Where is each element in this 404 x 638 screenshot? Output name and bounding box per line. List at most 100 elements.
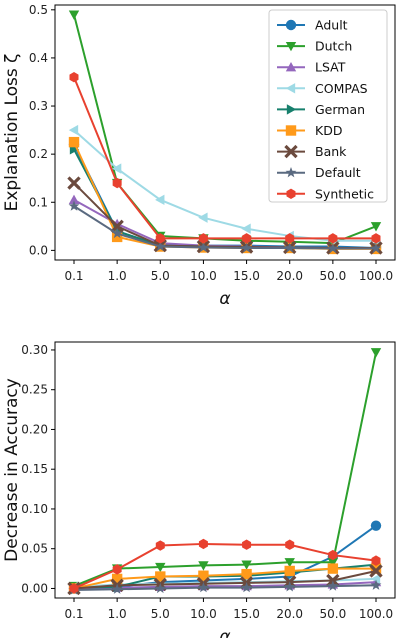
data-point <box>154 582 166 594</box>
data-point <box>155 571 166 582</box>
legend-label: Dutch <box>315 39 352 54</box>
data-point <box>69 71 79 83</box>
series-line <box>73 205 376 250</box>
legend-entry: KDD <box>277 123 342 138</box>
data-point <box>327 242 339 254</box>
data-point <box>371 233 381 244</box>
legend-label: COMPAS <box>315 81 368 96</box>
legend-marker <box>286 104 297 115</box>
series-line <box>73 129 376 242</box>
x-tick-label: 1.0 <box>108 607 127 621</box>
legend-label: KDD <box>315 123 342 138</box>
data-point <box>197 581 209 593</box>
data-point <box>284 558 295 568</box>
data-point <box>369 564 383 578</box>
data-point <box>370 348 382 358</box>
legend-entry: Bank <box>277 144 347 159</box>
accuracy-decrease-chart: 0.00 0.05 0.10 0.15 0.20 0.25 0.30 0.1 1.0 5.0 10.… <box>2 341 396 638</box>
legend-label: Synthetic <box>315 186 374 201</box>
x-tick-label: 10.0 <box>190 607 217 621</box>
x-tick-label: 0.1 <box>64 607 83 621</box>
x-axis-title: α <box>219 627 230 638</box>
x-tick-label: 5.0 <box>151 269 170 283</box>
data-point <box>284 242 296 253</box>
plot-frame <box>54 4 396 261</box>
legend-label: German <box>315 102 365 117</box>
y-tick-label: 0.20 <box>21 422 48 436</box>
y-tick-label: 0.1 <box>29 195 48 209</box>
legend-marker <box>284 144 298 159</box>
legend-label: Default <box>315 165 361 180</box>
data-point <box>198 233 208 244</box>
data-point <box>68 10 80 20</box>
legend-entry: German <box>277 102 365 117</box>
data-point <box>155 540 165 551</box>
data-point <box>327 580 339 591</box>
x-tick-label: 0.1 <box>64 269 83 283</box>
x-tick-label: 100.0 <box>359 269 393 283</box>
series-line <box>73 542 377 590</box>
series-line <box>73 584 377 592</box>
series-line <box>73 352 377 588</box>
data-point <box>327 563 339 574</box>
x-tick-label: 100.0 <box>359 607 393 621</box>
y-tick-label: 0.10 <box>21 502 48 516</box>
data-point <box>68 136 80 148</box>
data-point <box>284 565 295 577</box>
data-point <box>371 555 381 566</box>
data-point <box>154 240 166 252</box>
legend-entry: LSAT <box>277 60 346 75</box>
data-point <box>241 568 252 580</box>
legend-marker <box>286 188 296 199</box>
data-point <box>242 539 252 550</box>
data-point <box>112 177 122 189</box>
y-tick-label: 0.05 <box>21 542 48 556</box>
x-tick-label: 15.0 <box>233 607 260 621</box>
x-tick-label: 1.0 <box>108 269 127 283</box>
legend-entry: Adult <box>277 18 348 33</box>
data-point <box>370 563 382 574</box>
legend-entry: Synthetic <box>277 186 374 201</box>
y-tick-label: 0.15 <box>21 462 48 476</box>
data-point <box>284 581 296 592</box>
series-synthetic <box>69 71 381 244</box>
legend-label: LSAT <box>315 60 346 75</box>
data-point <box>197 241 209 253</box>
y-axis-title: Decrease in Accuracy <box>2 378 22 562</box>
data-point <box>68 200 80 211</box>
y-tick-label: 0.5 <box>29 3 48 17</box>
data-point <box>241 581 253 593</box>
legend-marker <box>285 62 297 72</box>
data-point <box>68 194 80 205</box>
legend-label: Adult <box>315 18 348 33</box>
series-line <box>73 76 376 240</box>
legend-marker <box>285 41 297 52</box>
y-tick-label: 0.30 <box>21 343 48 357</box>
x-tick-label: 50.0 <box>319 269 346 283</box>
y-tick-label: 0.0 <box>29 243 48 257</box>
y-tick-label: 0.2 <box>29 147 48 161</box>
legend-marker <box>285 19 297 31</box>
y-tick-label: 0.3 <box>29 99 48 113</box>
legend-entry: COMPAS <box>277 81 368 96</box>
legend-entry: Dutch <box>277 39 352 54</box>
data-point <box>370 222 382 232</box>
legend-marker <box>285 125 297 136</box>
legend-marker <box>285 166 297 178</box>
series-line <box>73 567 376 590</box>
series-default <box>68 200 382 254</box>
data-point <box>241 223 251 234</box>
data-point <box>328 549 338 561</box>
legend-box <box>268 9 388 203</box>
data-point <box>155 194 165 206</box>
data-point <box>198 538 208 550</box>
data-point <box>198 570 209 581</box>
data-point <box>69 583 79 594</box>
data-point <box>111 227 123 239</box>
y-axis-title: Explanation Loss ζ <box>2 54 22 212</box>
x-tick-label: 50.0 <box>319 607 346 621</box>
data-point <box>198 561 209 571</box>
data-point <box>110 219 124 234</box>
data-point <box>370 579 382 590</box>
